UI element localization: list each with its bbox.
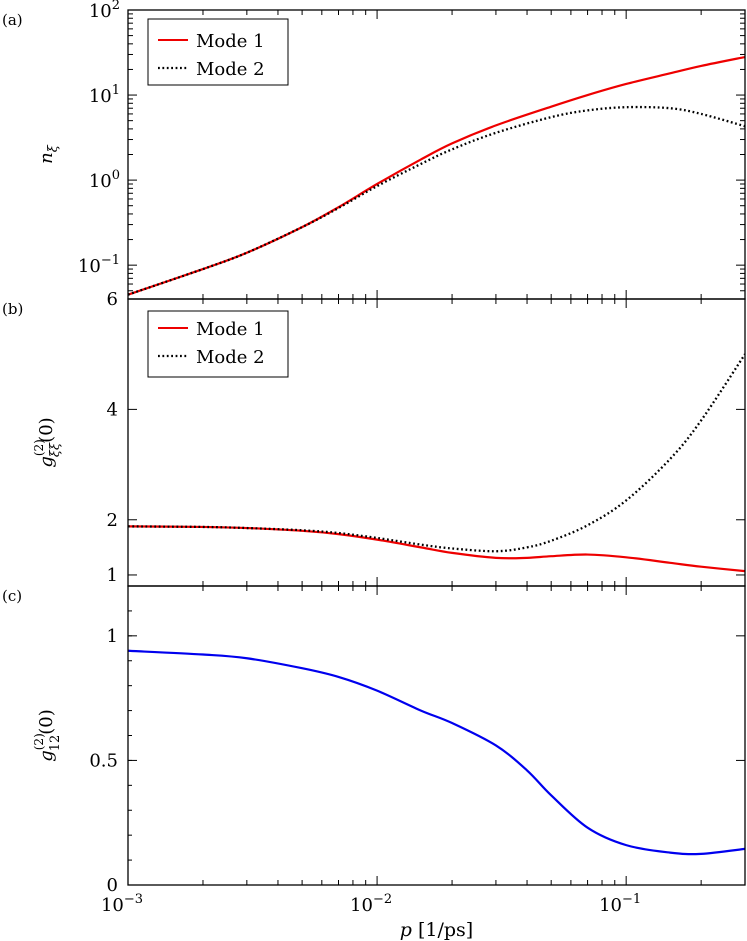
y-tick-label: 101 (89, 83, 120, 107)
y-tick-label: 1 (107, 565, 118, 586)
panel-a-label: (a) (2, 11, 23, 29)
panel-b-label: (b) (2, 300, 23, 318)
y-tick-label: 6 (107, 289, 118, 310)
panel-b-series-mode-2-line (128, 353, 745, 553)
x-tick-label: 10−1 (599, 892, 641, 916)
panel-c-series-g12-line (128, 649, 745, 856)
y-tick-label: 2 (107, 510, 118, 531)
panel-a: (a) nξ 10−1 100 101 102 Mode 1 Mode 2 (2, 0, 746, 300)
panel-b-ylabel: g(2) ξξ(0) (32, 417, 63, 467)
panel-a-ylabel: nξ (36, 144, 61, 164)
panel-b-legend: Mode 1 Mode 2 (147, 310, 289, 378)
panel-c: (c) g(2) 12(0) 10−3 10−2 10−1 0 0.5 1 p [1/ps] (2, 585, 746, 941)
y-tick-label: 1 (107, 626, 118, 647)
panel-a-legend: Mode 1 Mode 2 (147, 18, 289, 86)
panel-c-frame (127, 585, 746, 886)
panel-b-legend-mode1-label: Mode 1 (196, 319, 265, 340)
y-tick-label: 0.5 (89, 750, 118, 771)
panel-c-xlabel: p [1/ps] (400, 919, 473, 941)
panel-c-label: (c) (2, 587, 22, 605)
panel-b-legend-mode2-label: Mode 2 (196, 347, 265, 368)
panel-a-legend-mode2-label: Mode 2 (196, 59, 265, 80)
x-tick-label: 10−2 (350, 892, 392, 916)
y-tick-label: 0 (107, 875, 118, 896)
y-tick-label: 10−1 (78, 253, 120, 277)
panel-b-legend-box (147, 310, 289, 378)
panel-a-legend-mode1-label: Mode 1 (196, 31, 265, 52)
panel-a-legend-box (147, 18, 289, 86)
y-tick-label: 4 (107, 399, 118, 420)
y-tick-label: 100 (89, 168, 120, 192)
panel-c-ylabel: g(2) 12(0) (32, 709, 63, 762)
x-tick-label: 10−3 (101, 892, 143, 916)
y-tick-label: 102 (89, 0, 120, 22)
panel-a-series-mode-2-line (128, 105, 745, 296)
